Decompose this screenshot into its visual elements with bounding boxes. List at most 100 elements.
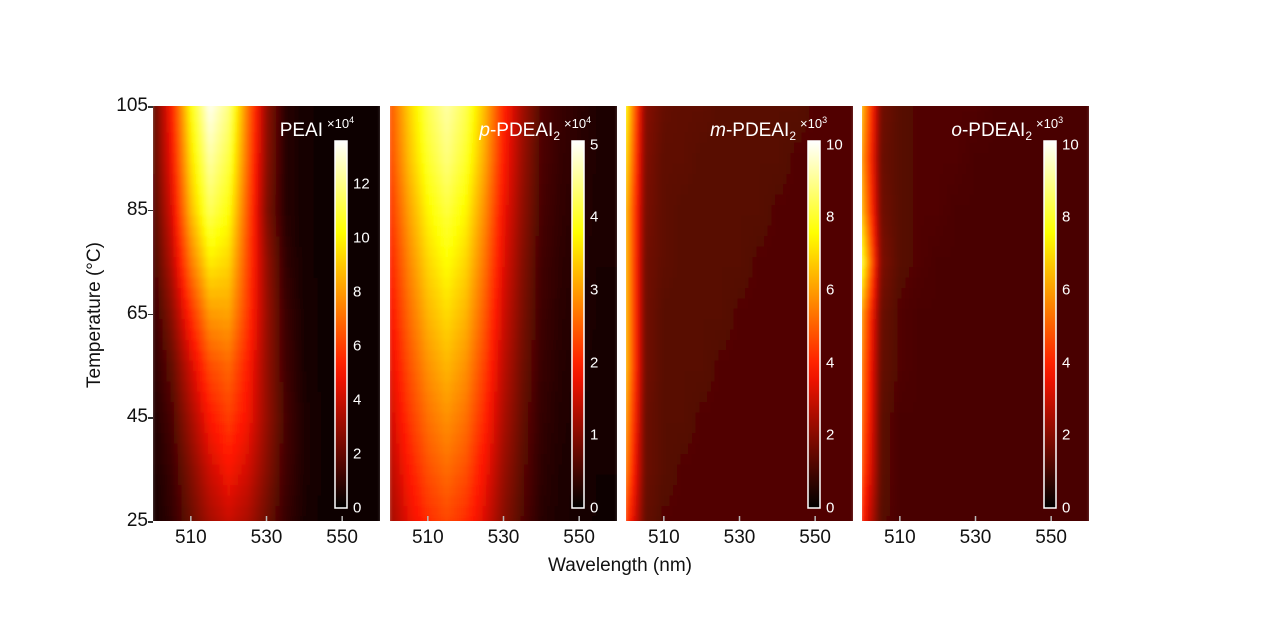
heatmap-cell bbox=[407, 297, 412, 309]
heatmap-cell bbox=[317, 246, 322, 258]
heatmap-cell bbox=[275, 183, 281, 195]
heatmap-cell bbox=[272, 277, 277, 289]
heatmap-cell bbox=[374, 297, 379, 309]
heatmap-cell bbox=[196, 246, 201, 258]
heatmap-cell bbox=[596, 391, 601, 403]
heatmap-cell bbox=[313, 204, 319, 216]
heatmap-cell bbox=[516, 225, 522, 237]
heatmap-cell bbox=[200, 318, 205, 330]
heatmap-cell bbox=[516, 505, 522, 517]
heatmap-cell bbox=[328, 121, 334, 133]
heatmap-cell bbox=[391, 277, 397, 289]
heatmap-cell bbox=[501, 318, 506, 330]
heatmap-cell bbox=[441, 422, 446, 434]
heatmap-cell bbox=[429, 391, 435, 403]
heatmap-cell bbox=[448, 235, 454, 247]
heatmap-cell bbox=[410, 152, 416, 164]
heatmap-cell bbox=[441, 432, 446, 444]
heatmap-cell bbox=[351, 432, 357, 444]
heatmap-cell bbox=[351, 152, 357, 164]
heatmap-cell bbox=[592, 297, 597, 309]
heatmap-cell bbox=[153, 235, 156, 247]
heatmap-cell bbox=[550, 329, 556, 341]
heatmap-cell bbox=[226, 391, 232, 403]
heatmap-cell bbox=[588, 121, 594, 133]
heatmap-cell bbox=[158, 370, 164, 382]
heatmap-cell bbox=[268, 173, 273, 185]
heatmap-cell bbox=[177, 474, 182, 486]
heatmap-cell bbox=[272, 183, 277, 195]
heatmap-cell bbox=[497, 277, 503, 289]
heatmap-cell bbox=[391, 173, 397, 185]
heatmap-cell bbox=[291, 163, 296, 175]
heatmap-cell bbox=[355, 225, 360, 237]
heatmap-cell bbox=[325, 121, 330, 133]
heatmap-cell bbox=[543, 318, 548, 330]
title-main: PEAI bbox=[279, 120, 323, 141]
heatmap-cell bbox=[448, 287, 454, 299]
heatmap-cell bbox=[196, 318, 201, 330]
heatmap-cell bbox=[414, 235, 419, 247]
heatmap-cell bbox=[414, 246, 419, 258]
heatmap-cell bbox=[418, 266, 423, 278]
heatmap-cell bbox=[550, 422, 556, 434]
heatmap-cell bbox=[509, 360, 514, 372]
heatmap-cell bbox=[306, 163, 311, 175]
heatmap-panel-p-pdeai2: 0 1 2 3 4 5 ×104 p-PDEAI2 bbox=[390, 106, 617, 521]
heatmap-cell bbox=[366, 339, 372, 351]
heatmap-cell bbox=[279, 505, 285, 517]
heatmap-cell bbox=[407, 214, 412, 226]
heatmap-cell bbox=[204, 339, 209, 351]
heatmap-cell bbox=[188, 318, 194, 330]
heatmap-cell bbox=[325, 422, 330, 434]
heatmap-cell bbox=[173, 235, 179, 247]
heatmap-cell bbox=[200, 152, 205, 164]
heatmap-cell bbox=[494, 339, 499, 351]
heatmap-cell bbox=[158, 142, 164, 154]
heatmap-cell bbox=[196, 370, 201, 382]
heatmap-cell bbox=[238, 121, 243, 133]
heatmap-cell bbox=[302, 131, 307, 143]
heatmap-cell bbox=[211, 297, 217, 309]
heatmap-cell bbox=[603, 401, 609, 413]
heatmap-cell bbox=[234, 360, 239, 372]
heatmap-cell bbox=[153, 183, 156, 195]
heatmap-cell bbox=[607, 173, 612, 185]
heatmap-cell bbox=[181, 308, 186, 320]
heatmap-cell bbox=[306, 432, 311, 444]
heatmap-cell bbox=[463, 432, 469, 444]
heatmap-cell bbox=[192, 277, 198, 289]
heatmap-cell bbox=[444, 401, 450, 413]
heatmap-cell bbox=[268, 111, 273, 123]
heatmap-cell bbox=[153, 194, 156, 206]
heatmap-cell bbox=[302, 339, 307, 351]
heatmap-cell bbox=[433, 391, 438, 403]
heatmap-cell bbox=[200, 432, 205, 444]
heatmap-cell bbox=[173, 173, 179, 185]
heatmap-cell bbox=[395, 183, 401, 195]
heatmap-cell bbox=[531, 111, 537, 123]
heatmap-cell bbox=[294, 360, 300, 372]
heatmap-cell bbox=[366, 308, 372, 320]
heatmap-cell bbox=[554, 225, 559, 237]
heatmap-cell bbox=[535, 474, 541, 486]
heatmap-cell bbox=[298, 432, 304, 444]
heatmap-cell bbox=[414, 401, 419, 413]
heatmap-cell bbox=[562, 412, 567, 424]
heatmap-cell bbox=[177, 380, 182, 392]
heatmap-cell bbox=[562, 360, 567, 372]
heatmap-cell bbox=[291, 370, 296, 382]
heatmap-cell bbox=[378, 256, 380, 268]
heatmap-cell bbox=[347, 111, 353, 123]
heatmap-cell bbox=[497, 111, 503, 123]
heatmap-cell bbox=[429, 505, 435, 517]
heatmap-cell bbox=[410, 318, 416, 330]
heatmap-cell bbox=[268, 463, 273, 475]
heatmap-cell bbox=[403, 204, 408, 216]
heatmap-cell bbox=[355, 235, 360, 247]
heatmap-cell bbox=[275, 131, 281, 143]
heatmap-cell bbox=[448, 173, 454, 185]
heatmap-cell bbox=[279, 432, 285, 444]
heatmap-cell bbox=[200, 463, 205, 475]
heatmap-cell bbox=[399, 484, 404, 496]
